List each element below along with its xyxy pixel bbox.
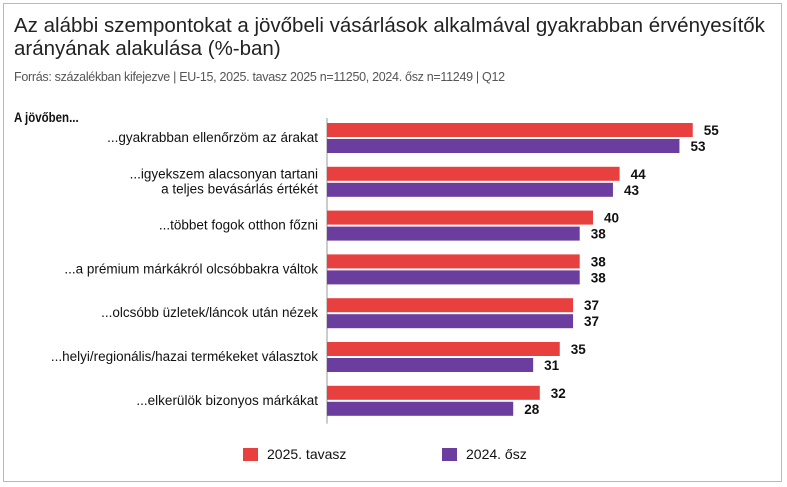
category-label: ...gyakrabban ellenőrzöm az árakat <box>107 130 318 145</box>
legend-item-2025: 2025. tavasz <box>243 446 346 462</box>
chart-source: Forrás: százalékban kifejezve | EU-15, 2… <box>14 70 505 84</box>
category-label: ...többet fogok otthon főzni <box>159 218 318 233</box>
bar-2025 <box>327 342 560 356</box>
data-label: 38 <box>591 270 607 285</box>
bar-2025 <box>327 166 620 181</box>
legend-label: 2024. ősz <box>466 446 527 462</box>
data-label: 44 <box>631 167 647 182</box>
data-label: 38 <box>591 254 607 269</box>
bar-2025 <box>327 254 580 269</box>
bar-2024 <box>327 270 580 285</box>
data-label: 38 <box>591 227 607 242</box>
data-label: 37 <box>584 298 599 313</box>
bar-2024 <box>327 139 680 153</box>
data-label: 28 <box>524 402 540 417</box>
bar-2025 <box>327 385 540 400</box>
legend-swatch <box>243 447 258 461</box>
bar-2024 <box>327 182 613 197</box>
data-label: 31 <box>544 358 560 373</box>
legend-item-2024: 2024. ősz <box>442 446 527 462</box>
data-label: 40 <box>604 211 619 226</box>
data-label: 35 <box>571 342 587 357</box>
bar-2024 <box>327 358 534 372</box>
data-label: 37 <box>584 314 599 329</box>
bar-2025 <box>327 210 593 225</box>
legend-swatch <box>442 447 457 461</box>
category-label: ...olcsóbb üzletek/láncok után nézek <box>101 305 318 320</box>
data-label: 55 <box>704 123 720 138</box>
category-label: ...a prémium márkákról olcsóbbakra válto… <box>64 261 318 276</box>
bar-2024 <box>327 226 580 241</box>
chart-subheading: A jövőben... <box>14 109 79 125</box>
data-label: 53 <box>690 139 706 154</box>
bar-2024 <box>327 401 514 416</box>
legend-label: 2025. tavasz <box>267 446 347 462</box>
category-label: ...elkerülök bizonyos márkákat <box>136 393 318 408</box>
chart-frame <box>3 3 782 482</box>
data-label: 32 <box>551 386 566 401</box>
category-label: ...helyi/regionális/hazai termékeket vál… <box>51 349 318 364</box>
category-label: a teljes bevásárlás értékét <box>161 181 318 196</box>
category-label: ...igyekszem alacsonyan tartani <box>130 166 318 181</box>
bar-2025 <box>327 123 693 137</box>
chart-title: Az alábbi szempontokat a jövőbeli vásárl… <box>14 14 765 60</box>
bar-2025 <box>327 298 574 313</box>
bar-2024 <box>327 314 574 329</box>
data-label: 43 <box>624 183 640 198</box>
